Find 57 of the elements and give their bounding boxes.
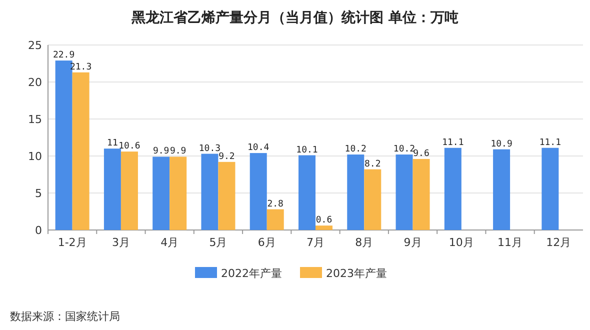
x-tick-label: 10月 xyxy=(448,236,474,249)
source-note: 数据来源：国家统计局 xyxy=(10,310,120,323)
bar xyxy=(250,153,267,230)
y-tick-label: 0 xyxy=(35,224,42,237)
chart-title: 黑龙江省乙烯产量分月（当月值）统计图 单位：万吨 xyxy=(130,9,458,26)
x-tick-label: 1-2月 xyxy=(58,236,87,249)
data-label: 9.9 xyxy=(170,146,186,157)
legend-label: 2022年产量 xyxy=(221,267,282,280)
data-label: 9.9 xyxy=(152,146,170,157)
bar xyxy=(104,148,121,230)
bar xyxy=(396,154,413,230)
y-tick-label: 15 xyxy=(28,113,42,126)
data-label: 8.2 xyxy=(364,159,381,170)
y-tick-label: 25 xyxy=(28,39,42,52)
data-label: 10.9 xyxy=(490,139,512,150)
bar xyxy=(347,154,364,230)
data-label: 10.4 xyxy=(248,143,270,154)
x-tick-label: 5月 xyxy=(209,236,228,249)
legend-label: 2023年产量 xyxy=(326,267,387,280)
bar xyxy=(152,156,170,230)
y-tick-label: 5 xyxy=(35,187,42,200)
x-tick-label: 11月 xyxy=(498,236,523,249)
bar xyxy=(493,149,510,230)
y-tick-label: 10 xyxy=(28,150,42,163)
x-tick-label: 8月 xyxy=(355,236,374,249)
bar xyxy=(444,148,462,230)
data-label: 10.2 xyxy=(344,144,366,155)
x-tick-label: 9月 xyxy=(404,236,422,249)
y-tick-label: 20 xyxy=(28,76,42,89)
x-tick-label: 7月 xyxy=(306,236,324,249)
x-tick-label: 4月 xyxy=(160,236,179,249)
data-label: 0.6 xyxy=(316,216,332,226)
bar xyxy=(170,156,187,230)
x-tick-label: 6月 xyxy=(258,236,276,249)
bar xyxy=(298,155,316,230)
bar xyxy=(412,158,430,230)
data-label: 10.6 xyxy=(118,142,140,152)
bar xyxy=(120,152,138,230)
bar xyxy=(266,209,284,230)
bar xyxy=(201,154,218,230)
data-label: 9.2 xyxy=(218,152,235,162)
data-label: 10.3 xyxy=(198,144,221,154)
x-tick-label: 3月 xyxy=(112,236,130,249)
bar xyxy=(542,148,559,230)
data-label: 2.8 xyxy=(267,199,284,210)
bar xyxy=(218,162,236,230)
data-label: 22.9 xyxy=(52,50,75,61)
data-label: 9.6 xyxy=(413,148,430,159)
x-tick-label: 12月 xyxy=(546,236,572,249)
data-label: 10.1 xyxy=(296,145,318,156)
bar xyxy=(316,226,332,230)
bar xyxy=(364,169,382,230)
data-label: 11.1 xyxy=(442,138,464,148)
bar xyxy=(55,60,72,230)
data-label: 11 xyxy=(107,138,118,149)
data-label: 11.1 xyxy=(539,138,562,148)
bar xyxy=(72,72,90,230)
